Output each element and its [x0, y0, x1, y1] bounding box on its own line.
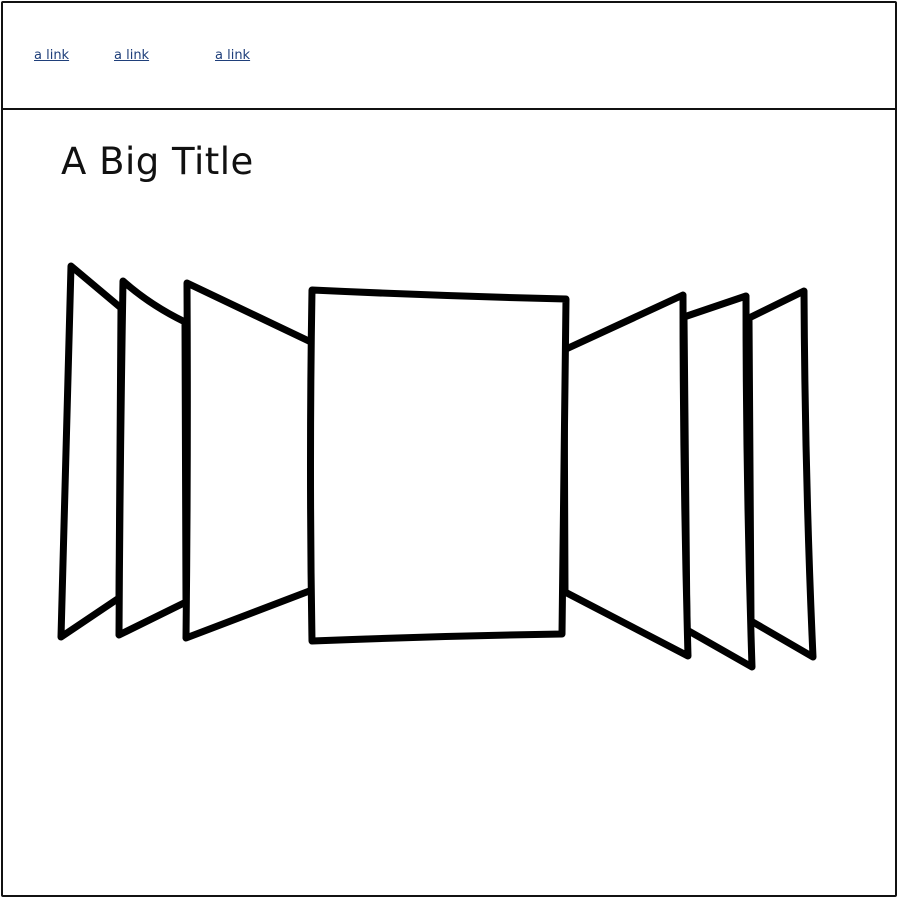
carousel-slide-right-1[interactable]: [560, 291, 692, 660]
carousel-slide-active[interactable]: [307, 286, 570, 645]
nav-link-3[interactable]: a link: [215, 48, 251, 63]
header-bar: a link a link a link: [3, 3, 895, 110]
carousel-slide-right-3[interactable]: [745, 287, 817, 661]
carousel-slide-left-2[interactable]: [115, 277, 190, 639]
page-title: A Big Title: [61, 140, 254, 183]
carousel-slide-left-3[interactable]: [57, 262, 125, 641]
nav-link-2[interactable]: a link: [114, 48, 150, 63]
carousel-slide-left-1[interactable]: [182, 279, 317, 642]
carousel-slide-right-2[interactable]: [680, 292, 756, 671]
nav-link-1[interactable]: a link: [34, 48, 70, 63]
